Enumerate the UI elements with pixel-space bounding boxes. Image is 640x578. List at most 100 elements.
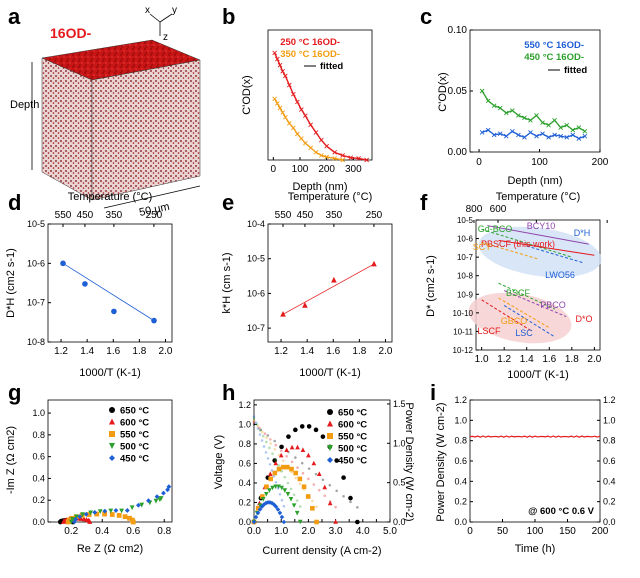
xtick-label-g-2: 0.6 xyxy=(126,526,140,537)
xlabel-b: Depth (nm) xyxy=(292,181,347,193)
label-f-1: BCY10 xyxy=(527,221,556,231)
label-f-10: LSC xyxy=(515,328,533,338)
power-point-h-1-4 xyxy=(273,460,279,466)
voltage-point-h-4-14 xyxy=(280,498,284,502)
power-point-h-1-6 xyxy=(284,447,289,453)
power-point-h-3-11 xyxy=(285,491,291,497)
power-point-h-4-5 xyxy=(261,502,267,507)
voltage-point-h-1-15 xyxy=(334,505,337,509)
power-point-h-4-6 xyxy=(263,500,269,506)
scale-bar xyxy=(103,185,201,209)
plot-frame-e xyxy=(267,223,393,343)
power-point-h-3-4 xyxy=(264,491,269,497)
xtick-label-i-1: 50 xyxy=(497,526,509,537)
voltage-point-h-2-7 xyxy=(281,459,285,463)
legend-label-g-4: 450 °C xyxy=(120,454,149,465)
voltage-point-h-2-13 xyxy=(306,493,310,497)
label-f-4: LWO56 xyxy=(545,270,575,280)
xlabel-d: 1000/T (K-1) xyxy=(79,367,141,379)
trend-line-f-6 xyxy=(503,290,567,318)
point-g-4-2 xyxy=(77,514,83,519)
voltage-point-h-4-15 xyxy=(282,504,286,508)
fit-line-c-0 xyxy=(481,129,586,140)
y2tick-label-i-4: 0.8 xyxy=(603,436,616,446)
ytick-label-g-2: 0.4 xyxy=(32,473,45,483)
label-f-9: LSCF xyxy=(477,326,501,336)
power-point-h-0-13 xyxy=(341,475,346,480)
voltage-point-h-2-8 xyxy=(286,465,289,468)
ytick-label-g-5: 1.0 xyxy=(32,408,45,418)
proton-region xyxy=(478,226,602,278)
power-point-h-0-8 xyxy=(306,424,312,429)
voltage-point-h-0-0 xyxy=(252,423,256,426)
legend-marker-g-0 xyxy=(109,407,115,413)
plot-frame-d xyxy=(47,223,173,343)
top-xlabel-f: Temperature (°C) xyxy=(496,191,580,203)
xtick-label-i-3: 150 xyxy=(559,526,576,537)
voltage-point-h-0-14 xyxy=(349,500,352,504)
ytick-label-i-1: 0.2 xyxy=(454,497,467,507)
power-point-h-4-15 xyxy=(281,519,287,525)
voltage-point-h-2-1 xyxy=(256,424,260,428)
fit-line-e xyxy=(282,263,375,315)
ytick-label-f-1: 10-11 xyxy=(453,327,473,336)
voltage-point-h-2-14 xyxy=(311,499,314,503)
power-point-h-1-9 xyxy=(300,447,306,453)
y2tick-label-i-3: 0.6 xyxy=(603,456,616,466)
axis-z-label: z xyxy=(163,32,168,43)
label-f-8: GBCO xyxy=(501,316,528,326)
voltage-point-h-3-8 xyxy=(277,464,280,467)
xtick-label-c-1: 100 xyxy=(531,157,548,168)
power-point-h-1-10 xyxy=(306,452,311,458)
power-point-h-2-15 xyxy=(314,519,319,525)
voltage-point-h-3-15 xyxy=(298,505,302,508)
power-point-h-4-3 xyxy=(257,507,263,512)
point-g-3-13 xyxy=(158,496,164,501)
legend-marker-g-1 xyxy=(109,418,115,425)
point-g-2-9 xyxy=(116,513,122,518)
power-point-h-3-8 xyxy=(276,484,281,490)
ytick-label-i-5: 1.0 xyxy=(454,415,467,425)
power-point-h-0-4 xyxy=(279,444,284,450)
ytick-label-c-0: 0.00 xyxy=(448,147,468,158)
voltage-point-h-3-6 xyxy=(271,452,274,456)
power-point-h-4-0 xyxy=(251,519,257,525)
y2tick-label-h-1: 0.5 xyxy=(393,478,406,488)
power-point-h-4-12 xyxy=(275,507,281,512)
fit-line-d xyxy=(62,262,155,321)
power-point-h-4-10 xyxy=(271,502,277,507)
ytick-label-e-0: 10-7 xyxy=(247,323,265,333)
label-f-7: PBCO xyxy=(540,300,566,310)
voltage-point-h-1-11 xyxy=(312,483,316,486)
point-g-2-11 xyxy=(127,515,132,521)
xtick-label-f-3: 1.6 xyxy=(542,354,556,365)
ytick-label-f-7: 10-5 xyxy=(457,216,474,225)
panel-label-f: f xyxy=(420,190,428,215)
voltage-point-h-0-6 xyxy=(294,456,297,459)
ytick-label-f-6: 10-6 xyxy=(457,235,474,244)
power-point-h-2-8 xyxy=(285,464,290,470)
voltage-point-h-1-4 xyxy=(274,443,278,447)
voltage-point-h-4-8 xyxy=(268,463,272,466)
power-point-h-2-6 xyxy=(276,466,282,472)
voltage-point-h-3-7 xyxy=(274,458,277,461)
power-point-h-3-3 xyxy=(260,497,266,502)
voltage-point-h-0-7 xyxy=(300,461,304,465)
power-point-h-3-14 xyxy=(294,510,300,516)
panel-e: e Temperature (°C) 1000/T (K-1) k*H (cm … xyxy=(221,190,393,379)
power-point-h-0-6 xyxy=(293,427,298,433)
voltage-point-h-2-3 xyxy=(265,436,268,440)
voltage-point-h-2-5 xyxy=(273,447,277,451)
legend-label-h-3: 500 °C xyxy=(338,444,367,455)
power-point-h-0-5 xyxy=(286,434,291,439)
point-g-3-5 xyxy=(97,509,103,515)
xtick-label-f-5: 2.0 xyxy=(587,354,601,365)
point-g-2-8 xyxy=(109,512,115,517)
xlabel-i: Time (h) xyxy=(515,543,556,555)
xtick-label-e-2: 1.6 xyxy=(326,346,340,357)
xtick-label-g-1: 0.4 xyxy=(95,526,109,537)
point-g-3-1 xyxy=(70,516,75,522)
ytick-label-g-3: 0.6 xyxy=(32,452,45,462)
ytick-label-i-3: 0.6 xyxy=(454,456,467,466)
